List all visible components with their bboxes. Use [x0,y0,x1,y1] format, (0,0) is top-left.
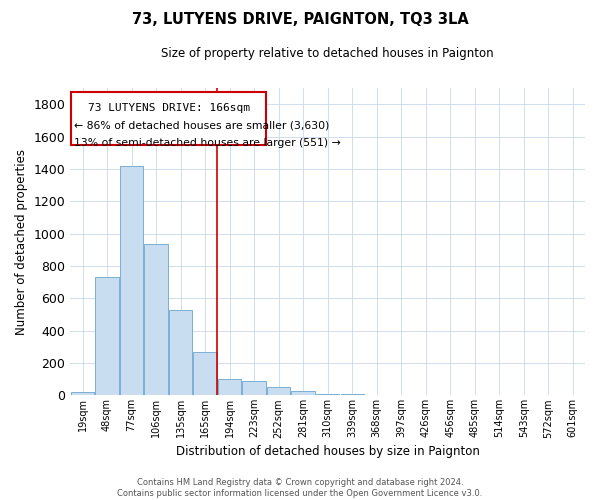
Y-axis label: Number of detached properties: Number of detached properties [15,148,28,334]
Title: Size of property relative to detached houses in Paignton: Size of property relative to detached ho… [161,48,494,60]
Bar [218,379,241,396]
Bar [71,392,94,396]
Text: 13% of semi-detached houses are larger (551) →: 13% of semi-detached houses are larger (… [74,138,341,148]
Text: 73 LUTYENS DRIVE: 166sqm: 73 LUTYENS DRIVE: 166sqm [88,102,250,113]
Bar [292,391,315,396]
Bar [120,166,143,396]
Bar [267,387,290,396]
Bar [71,92,266,146]
Text: ← 86% of detached houses are smaller (3,630): ← 86% of detached houses are smaller (3,… [74,120,330,130]
Bar [341,394,364,396]
Bar [95,277,119,396]
Bar [145,244,168,396]
Bar [242,380,266,396]
Bar [316,394,339,396]
Bar [193,352,217,396]
Bar [169,310,192,396]
Text: 73, LUTYENS DRIVE, PAIGNTON, TQ3 3LA: 73, LUTYENS DRIVE, PAIGNTON, TQ3 3LA [131,12,469,28]
X-axis label: Distribution of detached houses by size in Paignton: Distribution of detached houses by size … [176,444,479,458]
Text: Contains HM Land Registry data © Crown copyright and database right 2024.
Contai: Contains HM Land Registry data © Crown c… [118,478,482,498]
